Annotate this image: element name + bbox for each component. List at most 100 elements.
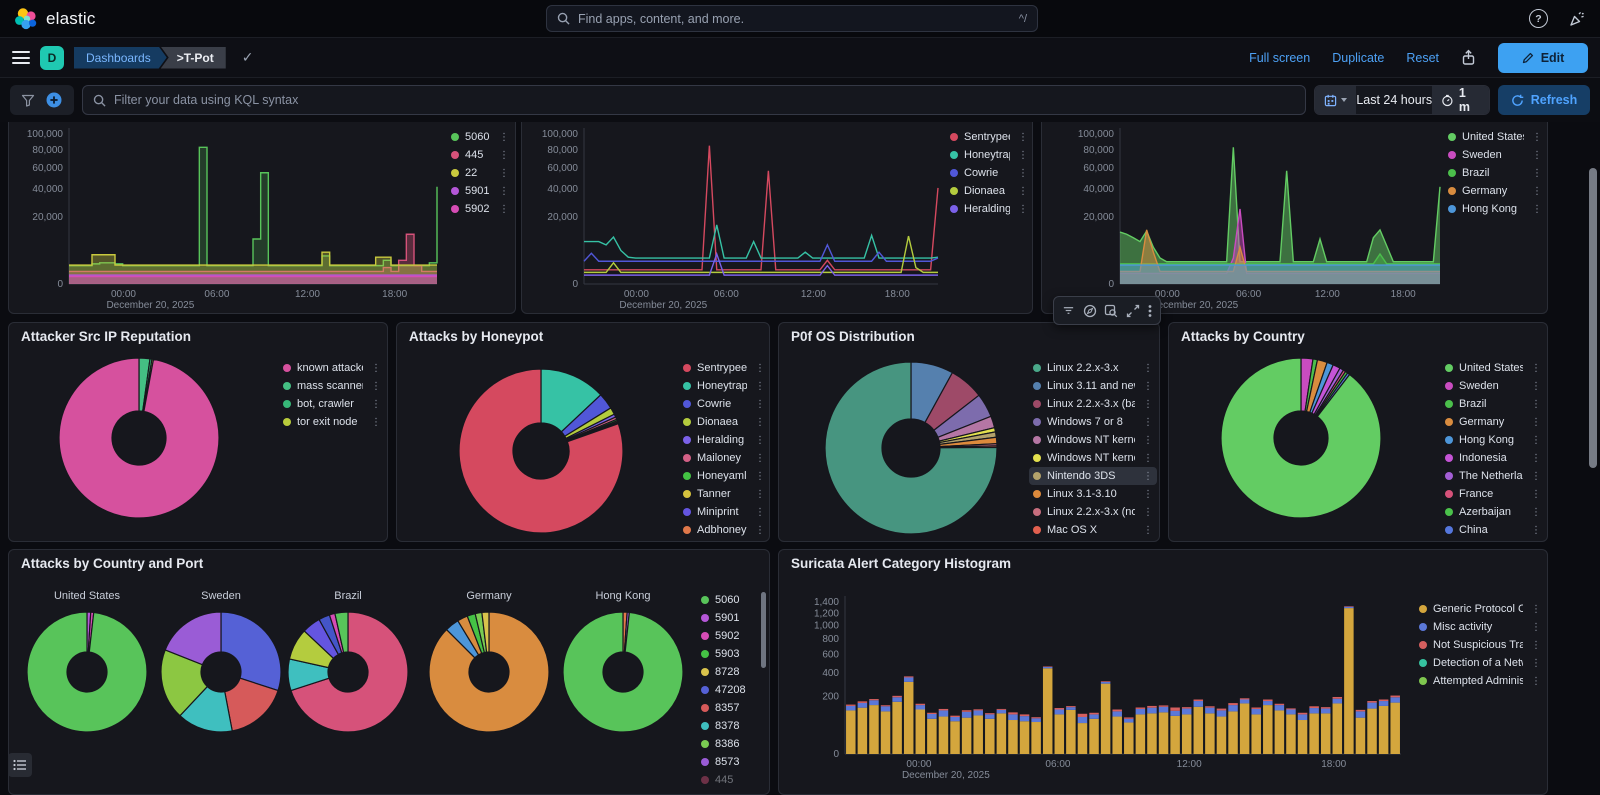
legend-item[interactable]: Hong Kong ⋮ <box>1441 431 1545 449</box>
space-avatar[interactable]: D <box>40 45 64 70</box>
legend-item[interactable]: China ⋮ <box>1441 521 1545 539</box>
legend-item[interactable]: Sweden ⋮ <box>1444 146 1546 164</box>
honeypots-time-chart[interactable]: 100,000 80,000 60,000 40,000 20,000 0 00:00Dec… <box>522 122 946 314</box>
legend-actions-icon[interactable]: ⋮ <box>1532 167 1542 179</box>
legend-item[interactable]: Sentrypeer ⋮ <box>679 359 769 377</box>
legend-item[interactable]: 5901 <box>697 609 759 627</box>
legend-actions-icon[interactable]: ⋮ <box>1532 185 1542 197</box>
legend-actions-icon[interactable]: ⋮ <box>1531 639 1541 651</box>
filter-icon[interactable] <box>1062 304 1075 317</box>
legend-actions-icon[interactable]: ⋮ <box>1531 434 1541 446</box>
inspect-icon[interactable] <box>1104 304 1118 318</box>
legend-actions-icon[interactable]: ⋮ <box>1531 524 1541 536</box>
legend-actions-icon[interactable]: ⋮ <box>371 380 381 392</box>
legend-item[interactable]: 5902 ⋮ <box>447 200 513 218</box>
legend-actions-icon[interactable]: ⋮ <box>755 434 765 446</box>
legend-actions-icon[interactable]: ⋮ <box>1531 657 1541 669</box>
panel-title[interactable]: Attacks by Country <box>1181 329 1305 344</box>
legend-actions-icon[interactable]: ⋮ <box>1531 362 1541 374</box>
help-icon[interactable]: ? <box>1529 9 1548 28</box>
legend-item[interactable]: United States ⋮ <box>1441 359 1545 377</box>
panel-title[interactable]: Attacks by Country and Port <box>21 556 204 571</box>
legend-actions-icon[interactable]: ⋮ <box>755 380 765 392</box>
legend-item[interactable]: France ⋮ <box>1441 485 1545 503</box>
legend-actions-icon[interactable]: ⋮ <box>1531 398 1541 410</box>
legend-item[interactable]: Germany ⋮ <box>1444 182 1546 200</box>
explore-compass-icon[interactable] <box>1083 304 1097 318</box>
refresh-interval-chip[interactable]: 1 m <box>1432 86 1489 114</box>
expand-icon[interactable] <box>1126 304 1140 318</box>
legend-item[interactable]: 5903 <box>697 645 759 663</box>
legend-actions-icon[interactable]: ⋮ <box>371 362 381 374</box>
legend-actions-icon[interactable]: ⋮ <box>1531 470 1541 482</box>
legend-item[interactable]: 8728 <box>697 663 759 681</box>
calendar-menu-button[interactable] <box>1315 86 1357 114</box>
legend-item[interactable]: Windows 7 or 8 ⋮ <box>1029 413 1157 431</box>
legend-actions-icon[interactable]: ⋮ <box>1531 675 1541 687</box>
edit-button[interactable]: Edit <box>1498 42 1588 73</box>
legend-item[interactable]: Dionaea ⋮ <box>946 182 1032 200</box>
legend-item[interactable]: Honeyaml ⋮ <box>679 467 769 485</box>
legend-item[interactable]: Miniprint ⋮ <box>679 503 769 521</box>
legend-item[interactable]: Linux 2.2.x-3.x (bare... ⋮ <box>1029 395 1157 413</box>
duplicate-button[interactable]: Duplicate <box>1332 50 1385 65</box>
legend-item[interactable]: Brazil ⋮ <box>1441 395 1545 413</box>
legend-item[interactable]: 22 ⋮ <box>447 164 513 182</box>
donut-chart[interactable] <box>159 610 283 734</box>
legend-item[interactable]: Detection of a Network ... ⋮ <box>1415 654 1545 672</box>
legend-item[interactable]: Heralding ⋮ <box>679 431 769 449</box>
panel-title[interactable]: Suricata Alert Category Histogram <box>791 556 1012 571</box>
legend-toggle-button[interactable] <box>8 753 32 777</box>
legend-actions-icon[interactable]: ⋮ <box>1531 621 1541 633</box>
legend-actions-icon[interactable]: ⋮ <box>755 398 765 410</box>
legend-actions-icon[interactable]: ⋮ <box>1531 452 1541 464</box>
legend-actions-icon[interactable]: ⋮ <box>755 362 765 374</box>
legend-actions-icon[interactable]: ⋮ <box>371 398 381 410</box>
global-search-input[interactable]: Find apps, content, and more. ^/ <box>546 5 1038 32</box>
legend-actions-icon[interactable]: ⋮ <box>1532 131 1542 143</box>
legend-item[interactable]: Heralding ⋮ <box>946 200 1032 218</box>
legend-actions-icon[interactable]: ⋮ <box>1532 149 1542 161</box>
legend-item[interactable]: Cowrie ⋮ <box>679 395 769 413</box>
legend-item[interactable]: Dionaea ⋮ <box>679 413 769 431</box>
legend-actions-icon[interactable]: ⋮ <box>755 488 765 500</box>
legend-actions-icon[interactable]: ⋮ <box>499 149 509 161</box>
time-range-label[interactable]: Last 24 hours <box>1356 93 1433 107</box>
legend-actions-icon[interactable]: ⋮ <box>1143 416 1153 428</box>
legend-actions-icon[interactable]: ⋮ <box>1018 185 1028 197</box>
legend-item[interactable]: 8357 <box>697 699 759 717</box>
panel-title[interactable]: Attacker Src IP Reputation <box>21 329 192 344</box>
legend-actions-icon[interactable]: ⋮ <box>755 524 765 536</box>
legend-item[interactable]: Cowrie ⋮ <box>946 164 1032 182</box>
legend-item[interactable]: Honeytrap ⋮ <box>679 377 769 395</box>
legend-actions-icon[interactable]: ⋮ <box>1018 203 1028 215</box>
legend-actions-icon[interactable]: ⋮ <box>371 416 381 428</box>
legend-item[interactable]: Windows NT kernel ⋮ <box>1029 449 1157 467</box>
p0f-donut-chart[interactable] <box>823 360 999 536</box>
panel-title[interactable]: Attacks by Honeypot <box>409 329 544 344</box>
legend-item[interactable]: Azerbaijan ⋮ <box>1441 503 1545 521</box>
menu-icon[interactable] <box>12 51 30 64</box>
legend-item[interactable]: The Netherlands ⋮ <box>1441 467 1545 485</box>
legend-actions-icon[interactable]: ⋮ <box>1143 452 1153 464</box>
legend-actions-icon[interactable]: ⋮ <box>1143 506 1153 518</box>
breadcrumb-tpot[interactable]: >T-Pot <box>160 46 226 69</box>
legend-item[interactable]: 5902 <box>697 627 759 645</box>
legend-item[interactable]: Brazil ⋮ <box>1444 164 1546 182</box>
legend-item[interactable]: Not Suspicious Traffic ⋮ <box>1415 636 1545 654</box>
legend-item[interactable]: 47208 <box>697 681 759 699</box>
legend-item[interactable]: 8378 <box>697 717 759 735</box>
legend-actions-icon[interactable]: ⋮ <box>1143 380 1153 392</box>
filter-funnel-icon[interactable] <box>21 94 35 107</box>
reputation-donut-chart[interactable] <box>54 353 224 523</box>
elastic-logo[interactable]: elastic <box>14 7 96 31</box>
legend-actions-icon[interactable]: ⋮ <box>1143 470 1153 482</box>
legend-item[interactable]: Nintendo 3DS ⋮ <box>1029 467 1157 485</box>
legend-item[interactable]: bot, crawler ⋮ <box>279 395 385 413</box>
legend-actions-icon[interactable]: ⋮ <box>1143 488 1153 500</box>
donut-chart[interactable] <box>427 610 551 734</box>
legend-actions-icon[interactable]: ⋮ <box>755 470 765 482</box>
legend-item[interactable]: Indonesia ⋮ <box>1441 449 1545 467</box>
legend-item[interactable]: Linux 2.2.x-3.x (no tl... ⋮ <box>1029 503 1157 521</box>
